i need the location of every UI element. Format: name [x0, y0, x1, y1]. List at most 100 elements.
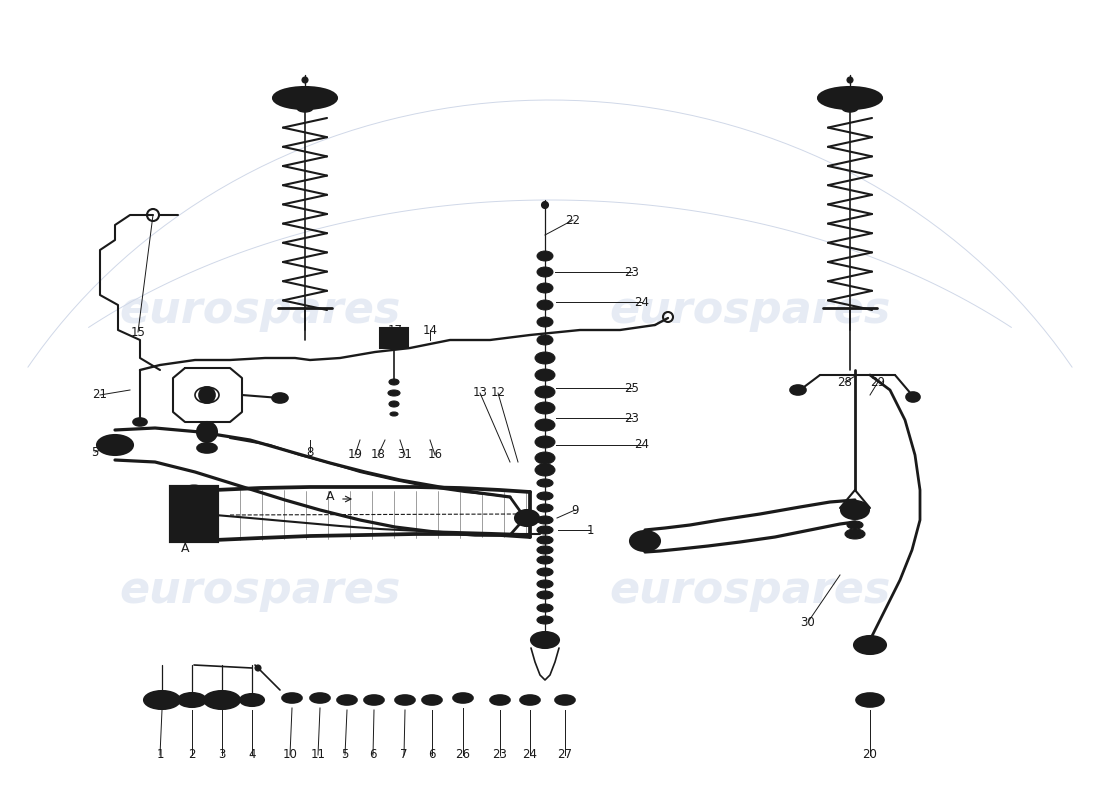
Text: A: A: [326, 490, 334, 503]
Circle shape: [909, 393, 917, 401]
Ellipse shape: [790, 385, 806, 395]
Ellipse shape: [153, 695, 170, 705]
Ellipse shape: [864, 697, 877, 703]
Text: 6: 6: [428, 749, 436, 762]
Text: eurospares: eurospares: [609, 289, 891, 331]
Ellipse shape: [842, 104, 858, 112]
Ellipse shape: [537, 580, 553, 588]
Ellipse shape: [842, 501, 869, 519]
Ellipse shape: [197, 443, 217, 453]
Circle shape: [864, 638, 877, 652]
Text: 3: 3: [218, 749, 226, 762]
Text: 25: 25: [625, 382, 639, 394]
Ellipse shape: [537, 317, 553, 327]
Ellipse shape: [525, 698, 535, 702]
Ellipse shape: [400, 698, 410, 702]
Ellipse shape: [537, 267, 553, 277]
Ellipse shape: [185, 697, 199, 703]
Text: 29: 29: [870, 375, 886, 389]
Text: 24: 24: [635, 438, 649, 451]
Text: 11: 11: [310, 749, 326, 762]
Ellipse shape: [490, 695, 510, 705]
Ellipse shape: [515, 510, 539, 526]
Text: 24: 24: [635, 295, 649, 309]
Ellipse shape: [240, 694, 264, 706]
Ellipse shape: [537, 516, 553, 524]
Circle shape: [541, 202, 549, 209]
Ellipse shape: [495, 698, 505, 702]
Ellipse shape: [287, 696, 297, 700]
Ellipse shape: [830, 91, 870, 105]
Ellipse shape: [535, 436, 556, 448]
Ellipse shape: [390, 412, 398, 416]
Text: 28: 28: [837, 375, 852, 389]
Ellipse shape: [556, 695, 575, 705]
Text: 19: 19: [348, 449, 363, 462]
Ellipse shape: [537, 464, 553, 472]
Ellipse shape: [847, 521, 864, 529]
Text: 7: 7: [400, 749, 408, 762]
Ellipse shape: [204, 691, 240, 709]
Ellipse shape: [282, 693, 303, 703]
Ellipse shape: [427, 698, 437, 702]
Text: 30: 30: [801, 615, 815, 629]
Bar: [170, 486, 218, 542]
Text: 17: 17: [387, 323, 403, 337]
Ellipse shape: [537, 556, 553, 564]
Ellipse shape: [144, 691, 180, 709]
Ellipse shape: [273, 87, 337, 109]
Text: 22: 22: [565, 214, 581, 226]
Ellipse shape: [315, 696, 324, 700]
Ellipse shape: [364, 695, 384, 705]
Ellipse shape: [537, 536, 553, 544]
Ellipse shape: [537, 251, 553, 261]
Text: 23: 23: [493, 749, 507, 762]
Circle shape: [197, 422, 217, 442]
Ellipse shape: [818, 87, 882, 109]
Circle shape: [302, 77, 308, 83]
Text: 12: 12: [491, 386, 506, 399]
Ellipse shape: [537, 300, 553, 310]
Ellipse shape: [213, 695, 231, 705]
Ellipse shape: [535, 452, 556, 464]
Ellipse shape: [535, 419, 556, 431]
Text: 1: 1: [586, 523, 594, 537]
Ellipse shape: [246, 697, 258, 703]
Circle shape: [107, 437, 123, 453]
Ellipse shape: [537, 526, 553, 534]
Ellipse shape: [537, 591, 553, 599]
Bar: [170, 486, 218, 542]
Ellipse shape: [854, 636, 886, 654]
Ellipse shape: [97, 435, 133, 455]
Ellipse shape: [395, 695, 415, 705]
Ellipse shape: [178, 693, 206, 707]
Ellipse shape: [535, 352, 556, 364]
Text: 21: 21: [92, 389, 108, 402]
Circle shape: [255, 665, 261, 671]
Ellipse shape: [535, 464, 556, 476]
Ellipse shape: [285, 91, 324, 105]
Ellipse shape: [201, 445, 213, 451]
Ellipse shape: [389, 401, 399, 407]
Ellipse shape: [535, 369, 556, 381]
Ellipse shape: [133, 418, 147, 426]
Ellipse shape: [537, 479, 553, 487]
Circle shape: [204, 391, 211, 399]
Ellipse shape: [537, 604, 553, 612]
Ellipse shape: [537, 635, 553, 645]
Text: 8: 8: [306, 446, 313, 458]
Ellipse shape: [537, 546, 553, 554]
Text: 4: 4: [249, 749, 255, 762]
Text: 6: 6: [370, 749, 376, 762]
Circle shape: [199, 387, 214, 403]
Ellipse shape: [535, 402, 556, 414]
Ellipse shape: [537, 616, 553, 624]
Circle shape: [847, 77, 852, 83]
Ellipse shape: [537, 492, 553, 500]
Ellipse shape: [531, 632, 559, 648]
Ellipse shape: [297, 104, 313, 112]
Text: 16: 16: [428, 449, 442, 462]
Text: 2: 2: [188, 749, 196, 762]
Text: 10: 10: [283, 749, 297, 762]
Ellipse shape: [422, 695, 442, 705]
